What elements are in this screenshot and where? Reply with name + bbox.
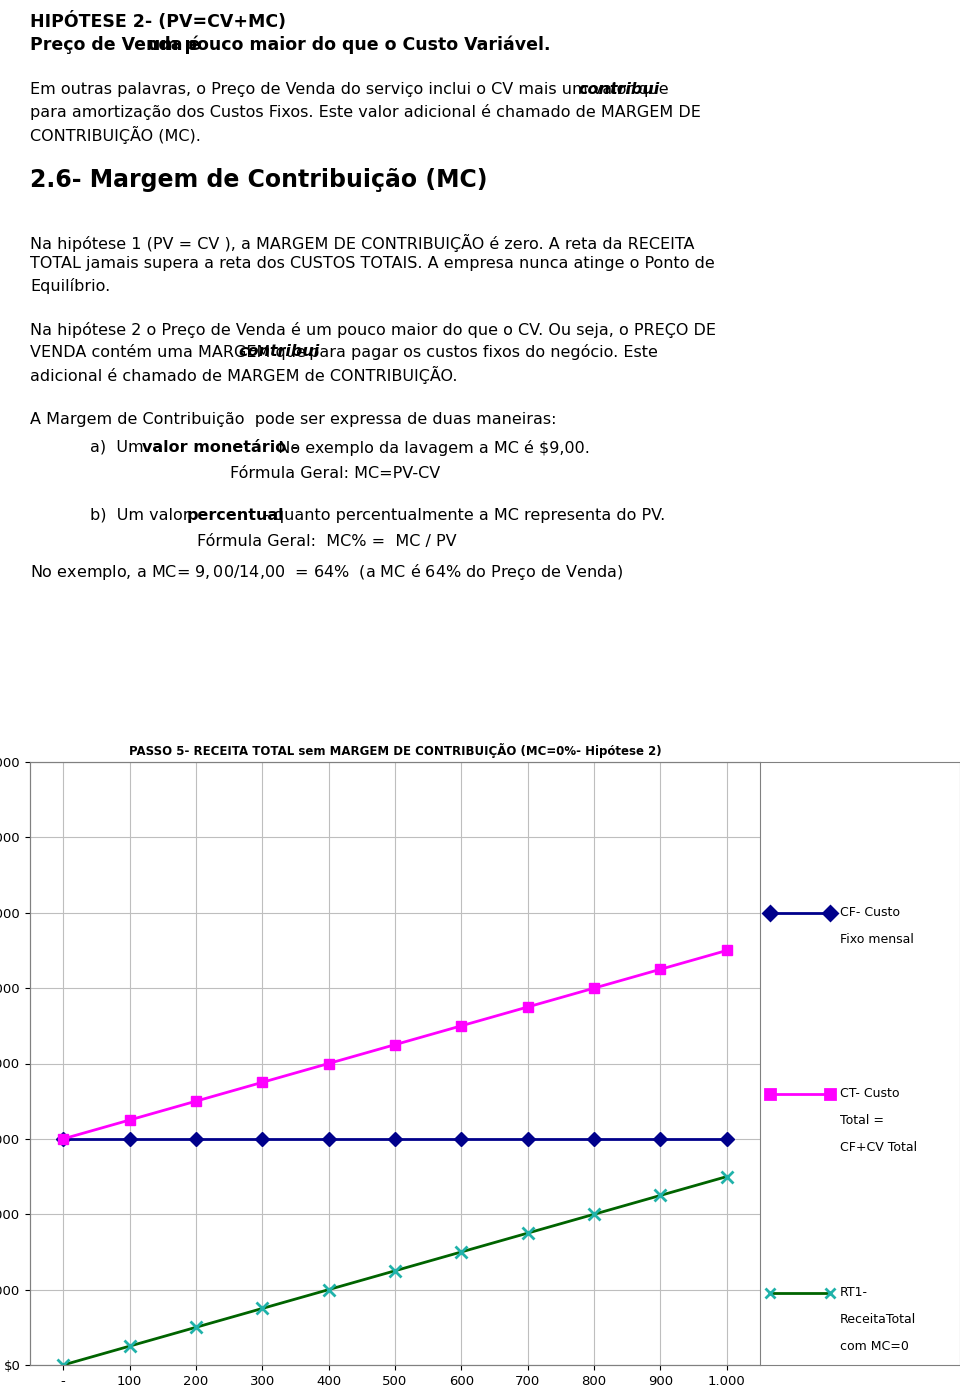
Text: No exemplo, a MC= $9,00 / $14,00  = 64%  (a MC é 64% do Preço de Venda): No exemplo, a MC= $9,00 / $14,00 = 64% (… (30, 562, 623, 582)
Text: Na hipótese 2 o Preço de Venda é um pouco maior do que o CV. Ou seja, o PREÇO DE: Na hipótese 2 o Preço de Venda é um pouc… (30, 322, 716, 338)
Text: - quanto percentualmente a MC representa do PV.: - quanto percentualmente a MC representa… (263, 507, 665, 523)
Text: CF- Custo: CF- Custo (840, 906, 900, 919)
Text: Fórmula Geral: MC=PV-CV: Fórmula Geral: MC=PV-CV (230, 466, 441, 481)
Title: PASSO 5- RECEITA TOTAL sem MARGEM DE CONTRIBUIÇÃO (MC=0%- Hipótese 2): PASSO 5- RECEITA TOTAL sem MARGEM DE CON… (129, 744, 661, 758)
Text: um pouco maior do que o Custo Variável.: um pouco maior do que o Custo Variável. (148, 36, 550, 54)
Text: percentual: percentual (187, 507, 284, 523)
Text: Fórmula Geral:  MC% =  MC / PV: Fórmula Geral: MC% = MC / PV (197, 534, 457, 549)
Text: contribui: contribui (238, 343, 320, 359)
Text: b)  Um valor: b) Um valor (90, 507, 195, 523)
Text: 2.6- Margem de Contribuição (MC): 2.6- Margem de Contribuição (MC) (30, 168, 488, 192)
Text: Na hipótese 1 (PV = CV ), a MARGEM DE CONTRIBUIÇÃO é zero. A reta da RECEITA: Na hipótese 1 (PV = CV ), a MARGEM DE CO… (30, 234, 694, 252)
Text: para amortização dos Custos Fixos. Este valor adicional é chamado de MARGEM DE: para amortização dos Custos Fixos. Este … (30, 104, 701, 120)
Text: Preço de Venda é: Preço de Venda é (30, 36, 206, 54)
Text: HIPÓTESE 2- (PV=CV+MC): HIPÓTESE 2- (PV=CV+MC) (30, 13, 286, 31)
Text: com MC=0: com MC=0 (840, 1340, 909, 1354)
Text: VENDA contém uma MARGEM que: VENDA contém uma MARGEM que (30, 343, 311, 360)
Text: a)  Um: a) Um (90, 441, 149, 455)
Text: Equilíbrio.: Equilíbrio. (30, 278, 110, 295)
Text: para pagar os custos fixos do negócio. Este: para pagar os custos fixos do negócio. E… (304, 343, 658, 360)
Text: CF+CV Total: CF+CV Total (840, 1141, 917, 1155)
Text: RT1-: RT1- (840, 1286, 868, 1300)
Text: valor monetário -: valor monetário - (142, 441, 299, 455)
Text: CT- Custo: CT- Custo (840, 1087, 900, 1099)
Text: A Margem de Contribuição  pode ser expressa de duas maneiras:: A Margem de Contribuição pode ser expres… (30, 411, 557, 427)
Text: contribui: contribui (578, 82, 660, 97)
Text: TOTAL jamais supera a reta dos CUSTOS TOTAIS. A empresa nunca atinge o Ponto de: TOTAL jamais supera a reta dos CUSTOS TO… (30, 256, 715, 271)
Text: ReceitaTotal: ReceitaTotal (840, 1314, 916, 1326)
Text: Total =: Total = (840, 1115, 884, 1127)
Text: Em outras palavras, o Preço de Venda do serviço inclui o CV mais um valor que: Em outras palavras, o Preço de Venda do … (30, 82, 674, 97)
Text: No exemplo da lavagem a MC é $9,00.: No exemplo da lavagem a MC é $9,00. (268, 441, 589, 456)
Text: CONTRIBUIÇÃO (MC).: CONTRIBUIÇÃO (MC). (30, 126, 201, 145)
Text: adicional é chamado de MARGEM de CONTRIBUIÇÃO.: adicional é chamado de MARGEM de CONTRIB… (30, 366, 458, 384)
Text: Fixo mensal: Fixo mensal (840, 934, 914, 947)
